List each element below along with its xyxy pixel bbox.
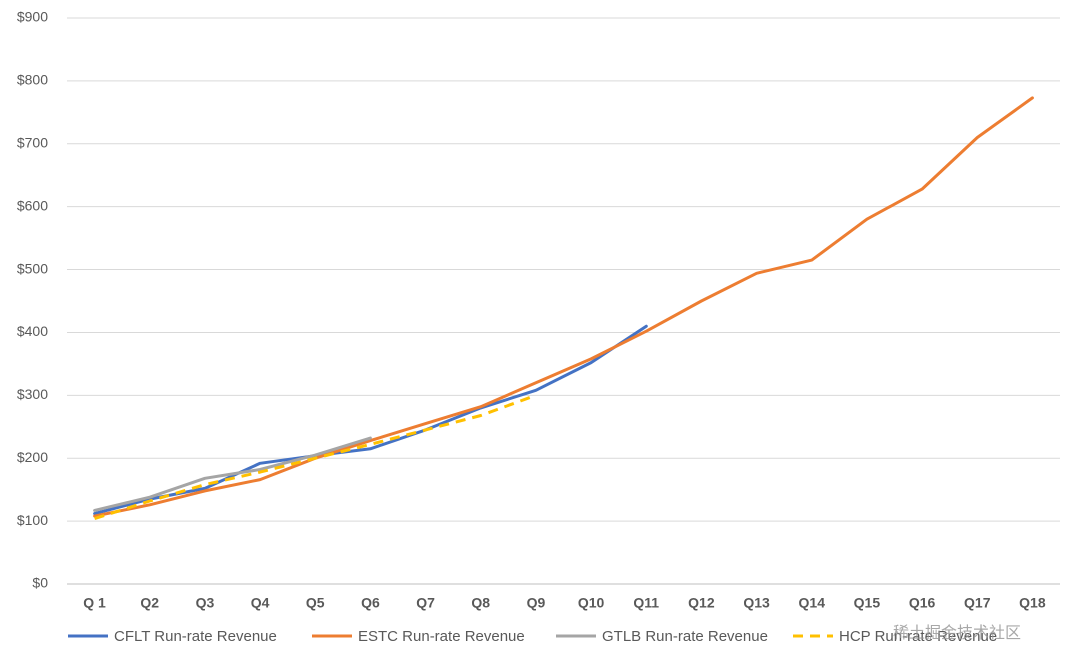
series-line <box>93 324 648 516</box>
x-tick-label: Q7 <box>416 595 435 611</box>
x-tick-label: Q16 <box>909 595 936 611</box>
y-tick-label: $600 <box>17 197 48 213</box>
x-tick-label: Q9 <box>527 595 546 611</box>
legend-label: GTLB Run-rate Revenue <box>602 628 768 645</box>
series-line <box>94 393 537 521</box>
watermark: 稀土掘金技术社区 <box>893 624 1021 642</box>
x-tick-label: Q2 <box>140 595 159 611</box>
x-tick-label: Q5 <box>306 595 325 611</box>
y-tick-label: $500 <box>17 260 48 276</box>
y-tick-label: $0 <box>32 575 48 591</box>
x-tick-label: Q 1 <box>83 595 106 611</box>
x-tick-label: Q10 <box>578 595 605 611</box>
x-tick-label: Q3 <box>196 595 215 611</box>
y-tick-label: $800 <box>17 72 48 88</box>
x-tick-label: Q14 <box>799 595 826 611</box>
legend-label: CFLT Run-rate Revenue <box>114 628 277 645</box>
x-tick-label: Q11 <box>633 595 659 611</box>
series-line <box>93 436 372 512</box>
y-tick-label: $700 <box>17 134 48 150</box>
x-tick-label: Q15 <box>854 595 881 611</box>
y-tick-label: $900 <box>17 9 48 25</box>
y-tick-label: $300 <box>17 386 48 402</box>
legend-label: ESTC Run-rate Revenue <box>358 628 525 645</box>
x-tick-label: Q18 <box>1019 595 1046 611</box>
x-tick-label: Q13 <box>743 595 770 611</box>
y-tick-label: $200 <box>17 449 48 465</box>
x-tick-label: Q6 <box>361 595 380 611</box>
y-tick-label: $100 <box>17 512 48 528</box>
legend-label: HCP Run-rate Revenue <box>839 628 997 645</box>
y-tick-label: $400 <box>17 323 48 339</box>
x-tick-label: Q4 <box>251 595 270 611</box>
x-tick-label: Q17 <box>964 595 991 611</box>
x-tick-label: Q12 <box>688 595 715 611</box>
series-line <box>93 96 1034 518</box>
x-tick-label: Q8 <box>471 595 490 611</box>
